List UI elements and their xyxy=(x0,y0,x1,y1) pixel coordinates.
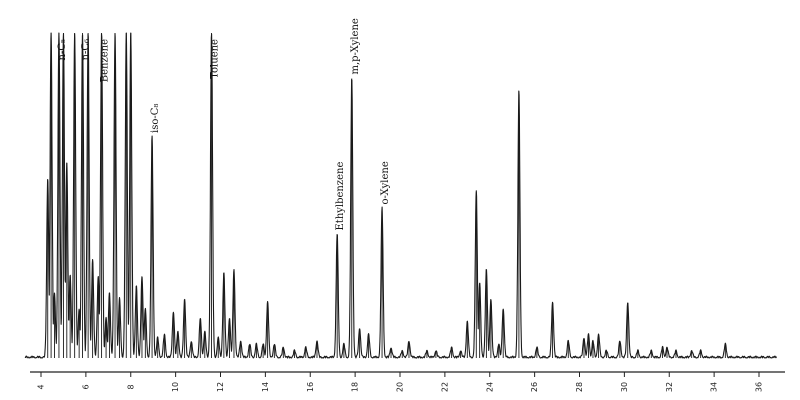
annotation-2: Benzene xyxy=(100,39,111,82)
x-tick-label-16: 16 xyxy=(306,382,315,392)
x-tick-label-12: 12 xyxy=(216,382,225,392)
x-tick-label-4: 4 xyxy=(37,384,46,389)
annotation-3: iso-C₈ xyxy=(150,104,161,133)
annotation-1: n-C₆ xyxy=(81,39,92,60)
x-tick-label-30: 30 xyxy=(620,382,629,392)
x-tick-label-26: 26 xyxy=(530,382,539,392)
x-tick-label-34: 34 xyxy=(710,382,719,392)
peak-labels: n-C₅ n-C₆ Benzene iso-C₈ Toluene Ethylbenzene… xyxy=(47,18,726,358)
x-tick-label-22: 22 xyxy=(440,382,449,392)
x-tick-label-10: 10 xyxy=(171,382,180,392)
annotation-0: n-C₅ xyxy=(57,39,68,60)
annotation-6: m,p-Xylene xyxy=(350,18,361,74)
annotation-5: Ethylbenzene xyxy=(335,162,346,231)
x-tick-label-18: 18 xyxy=(351,382,360,392)
x-tick-label-24: 24 xyxy=(485,382,494,392)
x-tick-label-14: 14 xyxy=(261,382,270,392)
x-tick-label-6: 6 xyxy=(81,384,90,389)
x-tick-label-32: 32 xyxy=(665,382,674,392)
annotation-4: Toluene xyxy=(210,39,221,79)
x-tick-label-36: 36 xyxy=(755,382,764,392)
x-axis-ticks: 4 6 8 10 12 14 16 18 20 22 24 26 28 30 32 34 36 xyxy=(37,372,764,392)
x-tick-label-28: 28 xyxy=(575,382,584,392)
x-tick-label-8: 8 xyxy=(126,384,135,389)
annotation-7: o-Xylene xyxy=(380,161,391,204)
x-tick-label-20: 20 xyxy=(396,382,405,392)
chromatogram-trace xyxy=(24,32,778,359)
